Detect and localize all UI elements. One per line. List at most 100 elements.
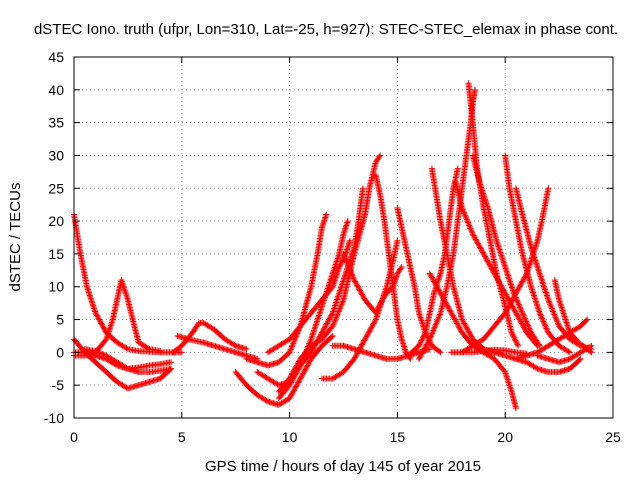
data-point [507,299,514,306]
x-tick-label: 15 [390,429,406,445]
data-point [481,252,488,259]
data-point [548,305,555,312]
data-point [295,378,302,385]
data-point [514,312,521,319]
data-point [287,393,294,400]
data-series [170,319,250,356]
data-point [353,281,360,288]
data-point [330,321,337,328]
data-point [359,291,366,298]
data-point [398,264,405,271]
data-point [513,338,520,345]
data-point [337,304,344,311]
data-point [311,344,318,351]
data-point [543,325,550,332]
data-point [290,387,297,394]
data-point [289,376,296,383]
data-point [178,349,185,356]
data-point [293,369,300,376]
data-point [541,319,548,326]
data-point [510,304,517,311]
data-point [291,386,298,393]
data-point [538,314,545,321]
data-point [368,324,375,331]
data-point [335,309,342,316]
data-point [466,330,473,337]
data-point [298,374,305,381]
data-point [587,348,594,355]
data-point [514,287,521,294]
data-point [323,211,330,218]
data-point [515,315,522,322]
data-point [421,330,428,337]
data-series [232,332,336,408]
data-point [435,315,442,322]
data-point [468,228,475,235]
data-point [465,328,472,335]
data-point [328,333,335,340]
data-point [419,349,426,356]
data-point [451,315,458,322]
data-point [456,324,463,331]
data-point [291,372,298,379]
data-point [374,306,381,313]
chart-title: dSTEC Iono. truth (ufpr, Lon=310, Lat=-2… [34,21,618,38]
data-point [427,334,434,341]
data-point [473,237,480,244]
data-point [460,209,467,216]
data-point [243,346,250,353]
data-point [457,327,464,334]
data-point [336,262,343,269]
data-point [452,317,459,324]
data-point [352,279,359,286]
data-point [329,311,336,318]
data-point [513,288,520,295]
data-point [294,380,301,387]
data-point [293,370,300,377]
data-point [418,350,425,357]
data-point [351,354,358,361]
data-point [524,321,531,328]
data-point [359,341,366,348]
data-point [168,365,175,372]
data-point [454,321,461,328]
data-point [583,317,590,324]
data-point [311,342,318,349]
data-point [312,341,319,348]
data-point [477,245,484,252]
data-point [517,305,524,312]
data-point [518,281,525,288]
data-point [584,316,591,323]
data-point [511,336,518,343]
data-point [416,341,423,348]
data-point [290,388,297,395]
data-point [346,265,353,272]
data-point [468,226,475,233]
data-point [97,350,104,357]
data-series [275,185,366,402]
data-point [428,331,435,338]
data-point [461,321,468,328]
data-point [433,320,440,327]
data-point [376,302,383,309]
data-point [527,328,534,335]
data-point [424,340,431,347]
tick-layer: 0 5 10 15 20 25 -10 -5 0 5 10 15 20 25 30 35 40 45 [44,49,621,445]
data-point [93,312,100,319]
data-point [303,365,310,372]
x-tick-label: 0 [70,429,78,445]
data-point [351,277,358,284]
data-point [342,256,349,263]
data-point [354,283,361,290]
data-point [307,337,314,344]
data-series [174,332,261,362]
data-point [341,253,348,260]
data-point [332,315,339,322]
data-point [338,301,345,308]
data-point [514,341,521,348]
data-point [463,324,470,331]
x-tick-label: 25 [605,429,621,445]
data-point [467,225,474,232]
data-point [308,349,315,356]
